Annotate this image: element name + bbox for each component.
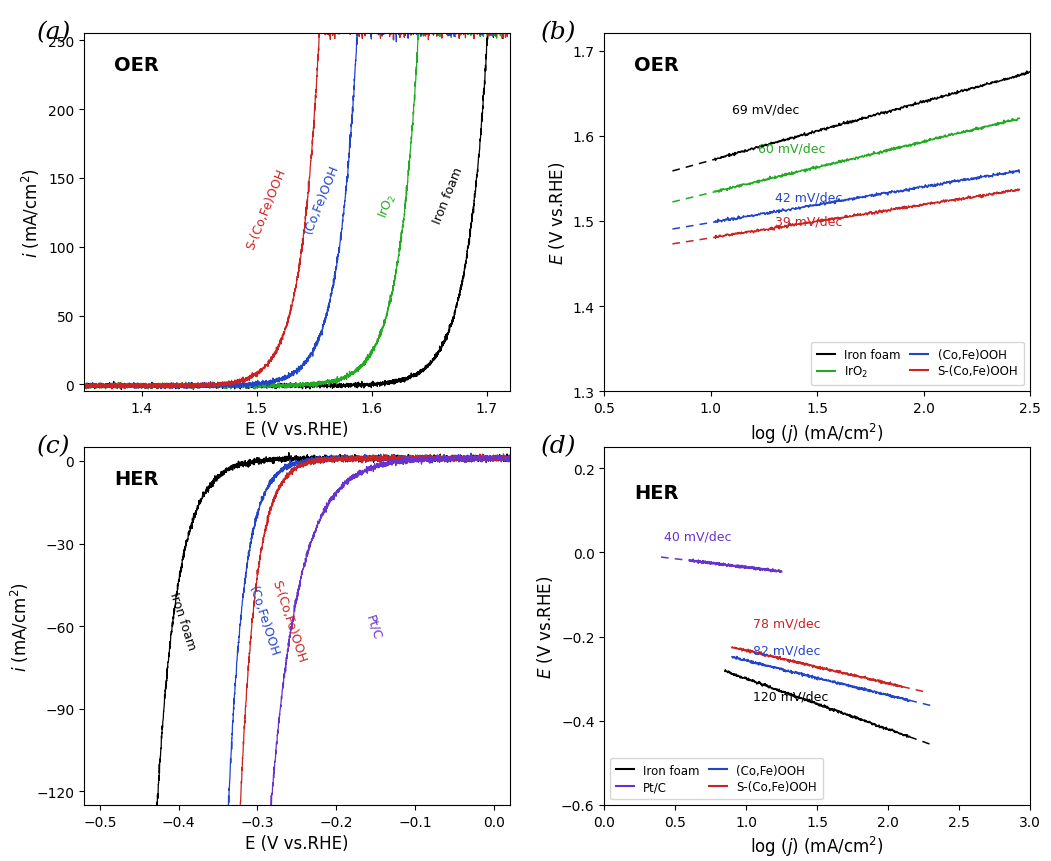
X-axis label: log ($\it{j}$) (mA/cm$^2$): log ($\it{j}$) (mA/cm$^2$) [750,421,884,445]
Text: HER: HER [114,469,159,488]
Text: OER: OER [634,56,679,75]
Text: (b): (b) [541,22,577,45]
Text: 40 mV/dec: 40 mV/dec [664,530,731,543]
Text: IrO$_2$: IrO$_2$ [376,192,399,220]
Text: 69 mV/dec: 69 mV/dec [731,103,800,116]
Text: (c): (c) [37,435,70,458]
X-axis label: E (V vs.RHE): E (V vs.RHE) [245,834,349,852]
Y-axis label: $i$ (mA/cm$^2$): $i$ (mA/cm$^2$) [8,581,30,672]
Text: (Co,Fe)OOH: (Co,Fe)OOH [246,584,282,658]
X-axis label: E (V vs.RHE): E (V vs.RHE) [245,421,349,439]
Text: (Co,Fe)OOH: (Co,Fe)OOH [302,163,341,236]
Text: 42 mV/dec: 42 mV/dec [775,191,842,204]
X-axis label: log ($\it{j}$) (mA/cm$^2$): log ($\it{j}$) (mA/cm$^2$) [750,834,884,858]
Legend: Iron foam, Pt/C, (Co,Fe)OOH, S-(Co,Fe)OOH: Iron foam, Pt/C, (Co,Fe)OOH, S-(Co,Fe)OO… [611,758,823,799]
Text: S-(Co,Fe)OOH: S-(Co,Fe)OOH [269,578,309,664]
Text: (d): (d) [541,435,577,458]
Text: 82 mV/dec: 82 mV/dec [754,644,821,657]
Text: Iron foam: Iron foam [167,591,198,652]
Text: (a): (a) [37,22,71,45]
Text: 78 mV/dec: 78 mV/dec [754,616,821,629]
Text: Pt/C: Pt/C [364,612,384,641]
Text: S-(Co,Fe)OOH: S-(Co,Fe)OOH [244,167,288,251]
Y-axis label: $E$ (V vs.RHE): $E$ (V vs.RHE) [535,574,555,678]
Text: 60 mV/dec: 60 mV/dec [758,142,825,155]
Y-axis label: $i$ (mA/cm$^2$): $i$ (mA/cm$^2$) [20,168,42,258]
Text: 120 mV/dec: 120 mV/dec [754,690,828,703]
Text: HER: HER [634,484,679,503]
Legend: Iron foam, IrO$_2$, (Co,Fe)OOH, S-(Co,Fe)OOH: Iron foam, IrO$_2$, (Co,Fe)OOH, S-(Co,Fe… [811,343,1024,386]
Text: 39 mV/dec: 39 mV/dec [775,215,842,228]
Y-axis label: $E$ (V vs.RHE): $E$ (V vs.RHE) [547,161,566,265]
Text: Iron foam: Iron foam [430,165,465,226]
Text: OER: OER [114,56,159,75]
